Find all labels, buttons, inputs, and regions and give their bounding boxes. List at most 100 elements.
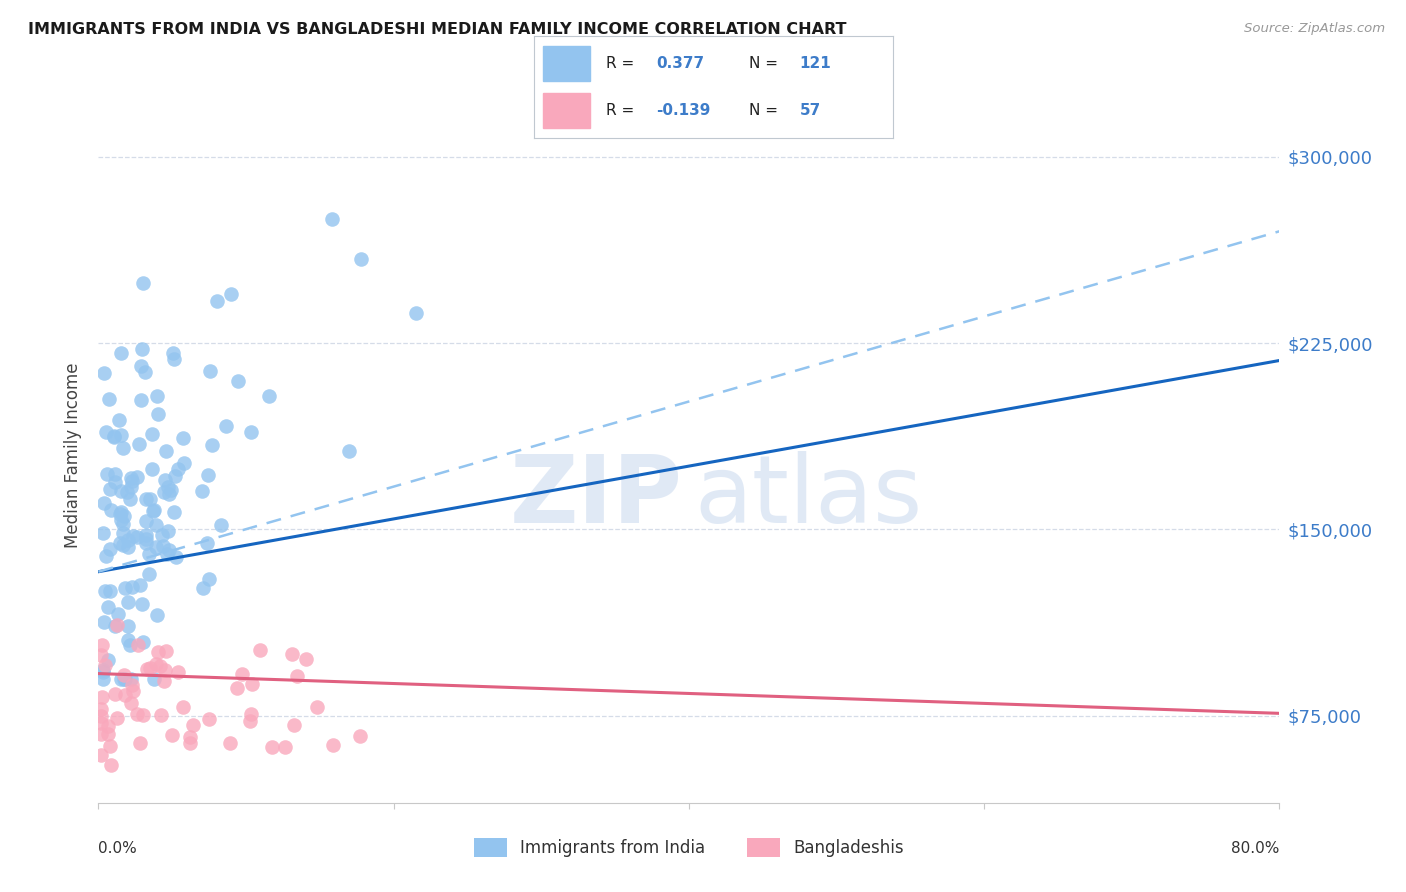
Point [155, 444, 177, 458]
Point [138, 566, 160, 581]
Point [157, 486, 180, 500]
Point [191, 483, 214, 498]
Point [128, 437, 150, 451]
Point [239, 714, 262, 729]
Point [153, 473, 176, 487]
Point [207, 293, 229, 308]
Point [283, 718, 305, 732]
Point [120, 672, 142, 686]
Point [172, 699, 194, 714]
Text: R =: R = [606, 103, 634, 118]
Text: N =: N = [749, 56, 779, 70]
Point [114, 581, 136, 595]
Point [163, 505, 186, 519]
Bar [543, 93, 591, 128]
Point [108, 413, 131, 427]
Point [132, 635, 155, 649]
Text: 0.0%: 0.0% [98, 841, 138, 856]
Point [100, 757, 122, 772]
Point [91, 665, 114, 679]
Point [295, 652, 318, 666]
Text: atlas: atlas [695, 450, 924, 542]
Point [94, 657, 117, 672]
Point [110, 346, 132, 360]
Point [146, 608, 169, 623]
Point [104, 475, 127, 489]
Point [322, 738, 344, 752]
Point [209, 517, 232, 532]
Text: -0.139: -0.139 [657, 103, 710, 118]
Point [200, 364, 222, 378]
Point [135, 662, 157, 676]
Point [179, 736, 201, 750]
Point [405, 305, 427, 319]
Point [117, 618, 139, 632]
Point [141, 462, 163, 476]
Point [112, 442, 135, 456]
Point [90, 747, 112, 762]
Point [159, 483, 181, 497]
Point [100, 503, 122, 517]
Point [231, 667, 253, 681]
Point [112, 525, 135, 540]
Point [135, 532, 157, 546]
Point [219, 736, 242, 750]
Point [111, 538, 134, 552]
Point [90, 709, 112, 723]
Point [94, 549, 117, 563]
Point [155, 663, 177, 677]
Text: IMMIGRANTS FROM INDIA VS BANGLADESHI MEDIAN FAMILY INCOME CORRELATION CHART: IMMIGRANTS FROM INDIA VS BANGLADESHI MED… [28, 22, 846, 37]
Point [129, 359, 152, 373]
Point [198, 572, 221, 586]
Point [108, 507, 131, 521]
Point [120, 696, 142, 710]
Bar [543, 45, 591, 81]
Point [191, 582, 214, 596]
Point [121, 684, 143, 698]
Point [215, 419, 238, 434]
Point [121, 474, 143, 488]
Point [115, 485, 138, 500]
Point [240, 677, 263, 691]
Point [145, 541, 167, 555]
Text: ZIP: ZIP [510, 450, 683, 542]
Point [98, 482, 121, 496]
Point [98, 739, 121, 753]
Point [91, 672, 114, 686]
Point [97, 727, 120, 741]
Point [107, 607, 129, 622]
Point [105, 617, 128, 632]
Point [145, 657, 167, 671]
Point [138, 547, 160, 561]
Point [152, 673, 174, 688]
Point [103, 429, 125, 443]
Point [121, 678, 143, 692]
Point [181, 717, 204, 731]
Point [91, 663, 114, 677]
Point [145, 518, 167, 533]
Point [226, 374, 249, 388]
Point [131, 343, 153, 357]
Point [114, 688, 136, 702]
Point [249, 643, 271, 657]
Point [127, 639, 149, 653]
Point [155, 643, 177, 657]
Point [97, 653, 120, 667]
Point [112, 517, 135, 532]
Point [112, 672, 135, 686]
Point [285, 668, 308, 682]
Point [148, 645, 170, 659]
Point [104, 687, 127, 701]
Point [132, 276, 155, 290]
Point [93, 615, 115, 629]
Point [103, 430, 125, 444]
Point [257, 388, 280, 402]
Point [321, 212, 343, 227]
Point [97, 600, 120, 615]
Text: 121: 121 [800, 56, 831, 70]
Point [98, 542, 121, 557]
Point [132, 708, 155, 723]
Point [166, 462, 188, 476]
Point [305, 700, 328, 714]
Point [131, 598, 153, 612]
